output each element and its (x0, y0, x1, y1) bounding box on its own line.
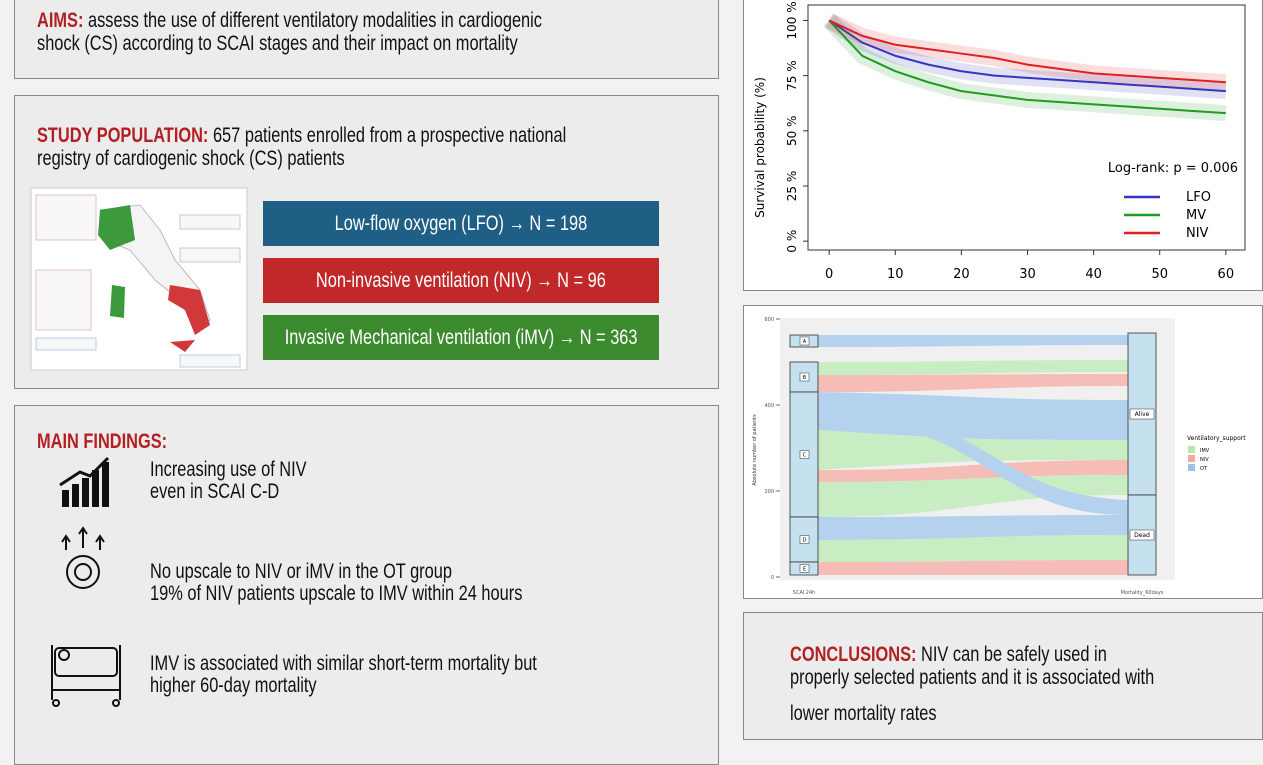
text: No upscale to NIV or iMV in the OT group (150, 560, 452, 583)
x-axis-label: Mortality_60days (1121, 590, 1164, 596)
map (30, 187, 248, 371)
legend-title: Ventilatory_support (1187, 435, 1246, 442)
group-bar: Non-invasive ventilation (NIV) → N = 96 (263, 258, 659, 303)
aims-box (14, 0, 719, 79)
findings-label: MAIN FINDINGS: (37, 430, 168, 453)
plot-frame (807, 4, 1246, 251)
x-tick-label: 20 (953, 267, 970, 282)
y-axis-label: Absolute number of patients (752, 414, 758, 486)
text: Increasing use of NIV (150, 458, 307, 481)
legend-swatch (1188, 455, 1195, 462)
text: IMV is associated with similar short-ter… (150, 652, 537, 675)
alluvial-flows (780, 318, 1175, 580)
y-tick-label: 400 (764, 403, 774, 409)
study-label: STUDY POPULATION: (37, 124, 209, 147)
legend-label: NIV (1200, 457, 1209, 463)
legend-label: MV (1186, 208, 1206, 223)
annotation: Log-rank: p = 0.006 (1108, 161, 1238, 176)
legend-label: LFO (1186, 190, 1211, 205)
y-tick-label: 75 % (785, 60, 799, 91)
x-tick-label: 10 (887, 267, 904, 282)
text: assess the use of different ventilatory … (87, 9, 543, 32)
outcome-tag (1129, 408, 1155, 420)
y-tick-label: 100 % (785, 1, 799, 39)
aims-label: AIMS: (37, 9, 84, 32)
x-tick-label: 0 (825, 267, 833, 282)
text: higher 60-day mortality (150, 674, 317, 697)
stage-tag (799, 372, 810, 382)
text: 657 patients enrolled from a prospective… (212, 124, 567, 147)
y-tick-label: 0 % (785, 230, 799, 253)
outcome-label: Dead (1134, 532, 1150, 539)
legend-label: IMV (1200, 448, 1210, 454)
group-bar: Low-flow oxygen (LFO) → N = 198 (263, 201, 659, 246)
stage-label: E (803, 567, 806, 573)
x-tick-label: 50 (1151, 267, 1168, 282)
stage-tag (799, 564, 810, 573)
legend-swatch (1188, 446, 1195, 453)
icon-gear (61, 526, 105, 589)
stage-tag (799, 450, 810, 459)
text: lower mortality rates (790, 702, 937, 725)
stage-tag (799, 535, 810, 544)
survival-line (828, 19, 1226, 84)
group-text: Invasive Mechanical ventilation (iMV) → … (284, 325, 638, 349)
x-tick-label: 30 (1019, 267, 1036, 282)
x-axis-label: SCAI 24h (793, 590, 816, 596)
y-axis-label: Survival probability (%) (753, 77, 767, 218)
y-tick-label: 600 (764, 317, 774, 323)
text: properly selected patients and it is ass… (790, 666, 1155, 689)
conclusions-line: CONCLUSIONS: NIV can be safely used in (790, 643, 1107, 666)
legend-label: OT (1200, 466, 1208, 472)
study-line: STUDY POPULATION: 657 patients enrolled … (37, 124, 566, 147)
icon-chart (59, 456, 110, 507)
y-tick-label: 25 % (785, 171, 799, 202)
x-tick-label: 40 (1085, 267, 1102, 282)
text: NIV can be safely used in (921, 643, 1107, 666)
x-tick-label: 60 (1218, 267, 1235, 282)
y-tick-label: 0 (771, 575, 774, 581)
stage-tag (799, 336, 810, 346)
icon-bed (51, 645, 121, 707)
aims-line: AIMS: assess the use of different ventil… (37, 9, 542, 32)
outcome-label: Alive (1135, 411, 1150, 418)
y-tick-label: 50 % (785, 116, 799, 147)
survival-line (828, 19, 1226, 93)
group-text: Low-flow oxygen (LFO) → N = 198 (334, 211, 588, 235)
text: 19% of NIV patients upscale to IMV withi… (150, 582, 523, 605)
outcome-tag (1129, 529, 1155, 541)
group-bar: Invasive Mechanical ventilation (iMV) → … (263, 315, 659, 360)
survival-line (828, 19, 1226, 115)
stage-label: C (803, 453, 807, 459)
y-tick-label: 200 (764, 489, 774, 495)
text: registry of cardiogenic shock (CS) patie… (37, 147, 345, 170)
legend-label: NIV (1186, 226, 1209, 241)
stage-label: B (803, 375, 807, 381)
legend-swatch (1188, 464, 1195, 471)
findings-box (14, 405, 719, 765)
text: even in SCAI C-D (150, 480, 280, 503)
conclusions-label: CONCLUSIONS: (790, 643, 917, 666)
km-box (743, 0, 1263, 291)
stage-label: D (803, 538, 807, 544)
group-text: Non-invasive ventilation (NIV) → N = 96 (316, 268, 606, 292)
text: shock (CS) according to SCAI stages and … (37, 32, 518, 55)
stage-label: A (803, 339, 807, 345)
